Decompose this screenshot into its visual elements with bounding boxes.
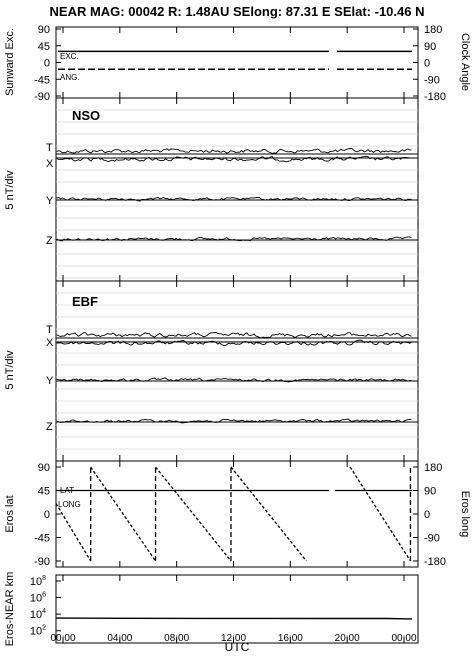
sunward-traces	[58, 50, 412, 70]
clock-angle-tick-label: -180	[424, 91, 446, 103]
exc-label: EXC.	[60, 52, 79, 61]
distance-tick-label: 102	[30, 625, 46, 638]
eros-long-tick-labels: 180 90 0 -90 -180	[413, 462, 446, 568]
eros-lat-tick-labels: 90 45 0 -45 -90	[34, 462, 61, 568]
sunward-tick-label: 45	[38, 41, 50, 53]
sunward-left-tick-labels: 90 45 0 -45 -90	[34, 24, 61, 103]
eros-traces	[55, 466, 412, 562]
ebf-traces: TX Y Z	[46, 324, 418, 433]
distance-tick-label: 108	[30, 575, 46, 588]
eros-long-segment	[349, 466, 412, 562]
eros-long-segment	[55, 503, 92, 562]
sunward-ylabel: Sunward Exc.	[4, 28, 16, 96]
trace-label-t: T	[46, 324, 53, 336]
trace-z	[56, 418, 412, 424]
sunward-tick-label: -90	[34, 91, 50, 103]
trace-label-y: Y	[46, 375, 54, 387]
eros-long-segment	[90, 466, 157, 562]
clock-angle-tick-label: 90	[424, 41, 436, 53]
nso-gridlines	[56, 109, 418, 279]
clock-angle-tick-label: 0	[424, 58, 430, 70]
eros-long-segment	[155, 466, 232, 562]
ebf-ylabel: 5 nT/div	[4, 350, 16, 390]
long-label: LONG	[58, 500, 81, 509]
clock-angle-tick-label: -90	[424, 74, 440, 86]
panel-distance	[55, 574, 419, 644]
ebf-title: EBF	[72, 294, 98, 309]
eros-long-tick-label: -90	[424, 533, 440, 545]
clock-angle-tick-label: 180	[424, 24, 442, 36]
clock-angle-ylabel: Clock Angle	[459, 33, 471, 91]
eros-long-tick-label: -180	[424, 556, 446, 568]
distance-ylabel: Eros-NEAR km	[4, 572, 16, 647]
distance-tick-label: 104	[30, 608, 46, 621]
trace-label-z: Z	[46, 235, 53, 247]
nso-title: NSO	[72, 108, 100, 123]
eros-lat-tick-label: 45	[38, 486, 50, 498]
eros-lat-tick-label: -45	[34, 533, 50, 545]
trace-label-z: Z	[46, 421, 53, 433]
trace-z	[56, 236, 412, 242]
trace-t	[56, 147, 412, 154]
trace-y	[56, 196, 412, 202]
eros-long-tick-label: 0	[424, 509, 430, 521]
trace-label-x: X	[46, 158, 54, 170]
eros-lat-tick-label: 90	[38, 462, 50, 474]
eros-long-tick-label: 180	[424, 462, 442, 474]
trace-x	[56, 339, 412, 347]
x-axis-label: UTC	[225, 640, 250, 654]
eros-long-tick-label: 90	[424, 486, 436, 498]
distance-tick-label: 106	[30, 592, 46, 605]
nso-ylabel: 5 nT/div	[4, 170, 16, 210]
eros-lat-tick-label: -90	[34, 556, 50, 568]
sunward-tick-label: 0	[44, 58, 50, 70]
panel-ebf	[55, 280, 419, 462]
trace-label-x: X	[46, 337, 54, 349]
clock-angle-tick-labels: 180 90 0 -90 -180	[413, 24, 446, 103]
distance-tick-labels: 108 106 104 102	[30, 575, 61, 638]
panel-eros	[55, 460, 419, 568]
trace-label-y: Y	[46, 195, 54, 207]
panel-nso	[55, 97, 419, 282]
eros-long-segment	[230, 466, 307, 562]
eros-long-ylabel: Eros long	[459, 491, 471, 537]
eros-lat-ylabel: Eros lat	[4, 495, 16, 532]
plot-title: NEAR MAG: 00042 R: 1.48AU SElong: 87.31 …	[50, 4, 425, 19]
trace-t	[56, 331, 412, 339]
trace-x	[56, 155, 412, 163]
trace-label-t: T	[46, 142, 53, 154]
nso-traces: TX Y Z	[46, 142, 418, 247]
sunward-tick-label: 90	[38, 24, 50, 36]
x-axis-ticks: 00:00 04:00 08:00 12:00 16:00 20:00 00:00	[50, 27, 417, 644]
ang-label: ANG.	[60, 73, 80, 82]
distance-trace	[55, 617, 413, 620]
distance-line	[55, 617, 413, 620]
ebf-gridlines	[56, 292, 418, 450]
sunward-tick-label: -45	[34, 74, 50, 86]
trace-y	[56, 377, 412, 383]
eros-lat-tick-label: 0	[44, 509, 50, 521]
panel-sunward	[55, 26, 419, 99]
